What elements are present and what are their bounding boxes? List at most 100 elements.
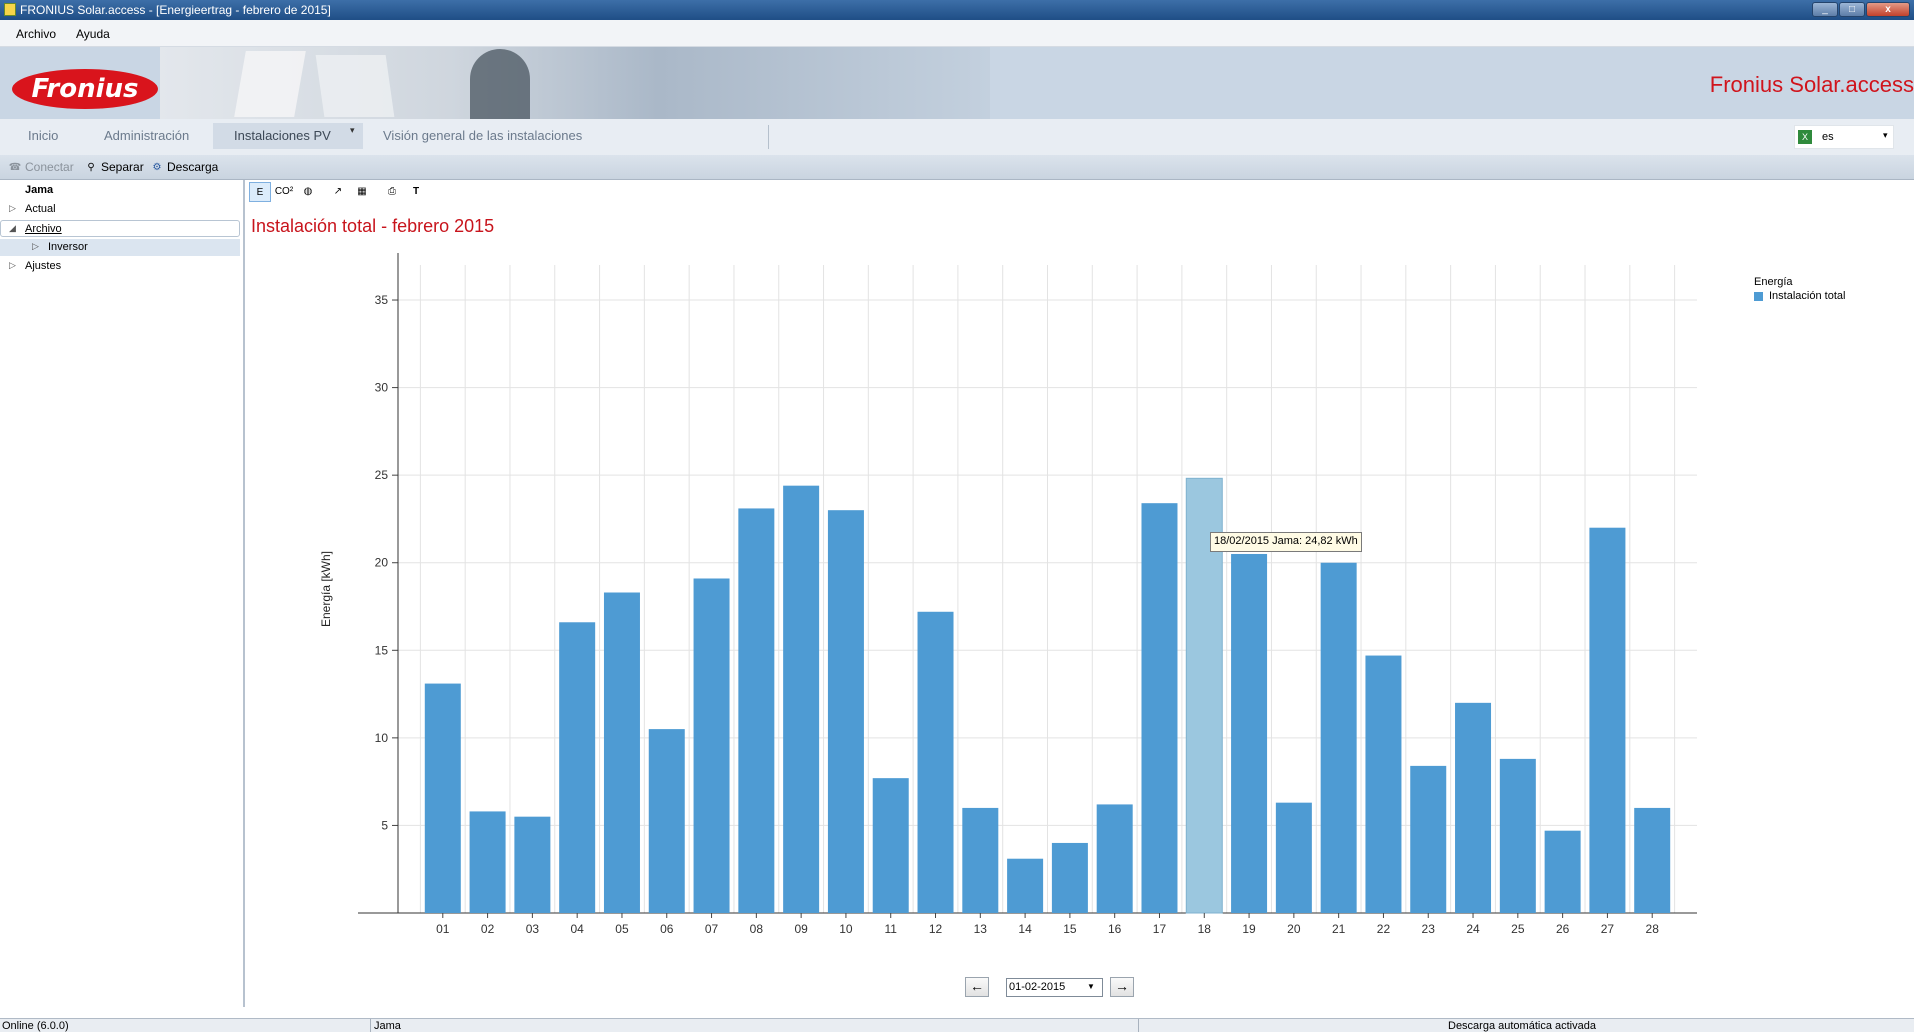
tree-item-ajustes[interactable]: ▷ Ajustes — [0, 258, 240, 275]
bar — [1589, 527, 1626, 913]
chart-legend: Energía Instalación total — [1754, 276, 1845, 302]
bar — [1544, 830, 1581, 913]
x-tick-label: 24 — [1466, 922, 1480, 936]
legend-title: Energía — [1754, 276, 1793, 288]
expand-icon[interactable]: ▷ — [9, 260, 16, 270]
bar — [783, 485, 820, 913]
bar — [738, 508, 775, 913]
x-tick-label: 25 — [1511, 922, 1525, 936]
x-tick-label: 09 — [794, 922, 808, 936]
expand-icon[interactable]: ▷ — [9, 203, 16, 213]
tree-item-actual[interactable]: ▷ Actual — [0, 201, 240, 218]
tab-divider — [768, 125, 769, 149]
tab-dropdown-icon[interactable]: ▾ — [350, 125, 355, 135]
date-picker[interactable]: 01-02-2015 ▼ — [1006, 978, 1103, 997]
close-button[interactable]: x — [1866, 2, 1910, 17]
grid-icon[interactable]: ▦ — [357, 186, 367, 197]
tree-item-label: Ajustes — [25, 260, 62, 272]
x-tick-label: 21 — [1332, 922, 1346, 936]
tab-administracion[interactable]: Administración — [104, 128, 190, 143]
bar — [1634, 807, 1671, 913]
globe-icon[interactable]: ◍ — [303, 186, 313, 197]
bar — [1007, 858, 1044, 913]
status-download: Descarga automática activada — [1448, 1020, 1596, 1032]
status-divider — [1138, 1019, 1139, 1032]
tree-item-archivo[interactable]: ◢ Archivo — [0, 220, 240, 237]
main-tabs: Inicio Administración Instalaciones PV ▾… — [0, 119, 1914, 156]
disconnect-label: Separar — [101, 160, 144, 174]
x-tick-label: 19 — [1242, 922, 1256, 936]
tree-item-inversor[interactable]: ▷ Inversor — [0, 239, 240, 256]
previous-month-button[interactable]: ← — [965, 977, 989, 997]
bar — [1410, 765, 1447, 913]
date-value: 01-02-2015 — [1009, 981, 1066, 993]
bar — [693, 578, 730, 913]
bar — [603, 592, 640, 913]
bar — [514, 816, 551, 913]
x-tick-label: 13 — [974, 922, 988, 936]
download-button[interactable]: ⚙ Descarga — [150, 160, 219, 174]
bar — [648, 729, 685, 913]
print-icon[interactable]: ⎙ — [388, 186, 396, 197]
tree-root[interactable]: Jama — [0, 182, 240, 199]
download-icon: ⚙ — [152, 161, 162, 173]
x-tick-label: 14 — [1018, 922, 1032, 936]
expand-icon[interactable]: ▷ — [32, 241, 39, 251]
tree-item-label: Inversor — [48, 241, 88, 253]
active-tab-background — [213, 123, 363, 149]
text-icon[interactable]: T — [412, 186, 420, 197]
x-tick-label: 22 — [1377, 922, 1391, 936]
legend-label: Instalación total — [1769, 290, 1846, 302]
expand-icon[interactable]: ↗ — [333, 186, 343, 197]
x-tick-label: 01 — [436, 922, 450, 936]
language-icon: X — [1798, 130, 1812, 144]
maximize-button[interactable]: □ — [1839, 2, 1865, 17]
energy-view-button[interactable]: E — [249, 182, 271, 202]
energy-chart: 5 10 15 20 25 30 35 Energía [kWh] 01 02 03 04 05 06 07… — [319, 253, 1697, 936]
menu-archivo[interactable]: Archivo — [16, 27, 57, 41]
chevron-down-icon: ▾ — [1883, 130, 1888, 140]
language-value: es — [1822, 131, 1834, 143]
y-tick-label: 25 — [375, 468, 389, 482]
collapse-icon[interactable]: ◢ — [9, 223, 16, 233]
x-tick-label: 27 — [1601, 922, 1615, 936]
banner: Fronius Fronius Solar.access — [0, 47, 1914, 119]
y-tick-label: 15 — [375, 643, 389, 657]
co2-view-button[interactable]: CO² — [274, 186, 294, 197]
banner-decoration — [470, 49, 530, 119]
connect-icon: ☎ — [8, 161, 22, 173]
bar — [1231, 553, 1268, 913]
menu-ayuda[interactable]: Ayuda — [76, 27, 110, 41]
status-connection: Online (6.0.0) — [2, 1020, 69, 1032]
next-month-button[interactable]: → — [1110, 977, 1134, 997]
x-tick-label: 18 — [1198, 922, 1212, 936]
y-tick-label: 30 — [375, 381, 389, 395]
bar — [559, 622, 596, 913]
connect-button[interactable]: ☎ Conectar — [8, 160, 74, 174]
language-select[interactable]: X es ▾ — [1794, 125, 1894, 149]
x-tick-label: 03 — [526, 922, 540, 936]
tab-inicio[interactable]: Inicio — [28, 128, 59, 143]
tree-item-label: Archivo — [25, 223, 62, 235]
status-divider — [370, 1019, 371, 1032]
bar — [1320, 562, 1357, 913]
navigation-tree: Jama ▷ Actual ◢ Archivo ▷ Inversor ▷ Aju… — [0, 180, 245, 1007]
x-tick-label: 20 — [1287, 922, 1301, 936]
x-tick-label: 06 — [660, 922, 674, 936]
tab-vision-general[interactable]: Visión general de las instalaciones — [383, 128, 583, 143]
x-tick-label: 26 — [1556, 922, 1570, 936]
minimize-button[interactable]: _ — [1812, 2, 1838, 17]
bar — [1365, 655, 1402, 913]
y-tick-label: 20 — [375, 556, 389, 570]
chevron-down-icon: ▼ — [1087, 982, 1095, 991]
x-tick-label: 17 — [1153, 922, 1167, 936]
disconnect-button[interactable]: ⚲ Separar — [84, 160, 144, 174]
legend-swatch — [1754, 291, 1763, 301]
x-tick-label: 08 — [750, 922, 764, 936]
bar — [1275, 802, 1312, 913]
title-bar: FRONIUS Solar.access - [Energieertrag - … — [0, 0, 1914, 20]
app-icon — [4, 3, 16, 16]
tab-instalaciones-pv[interactable]: Instalaciones PV — [234, 128, 331, 143]
bar — [962, 807, 999, 913]
toolbar: ☎ Conectar ⚲ Separar ⚙ Descarga — [0, 155, 1914, 180]
